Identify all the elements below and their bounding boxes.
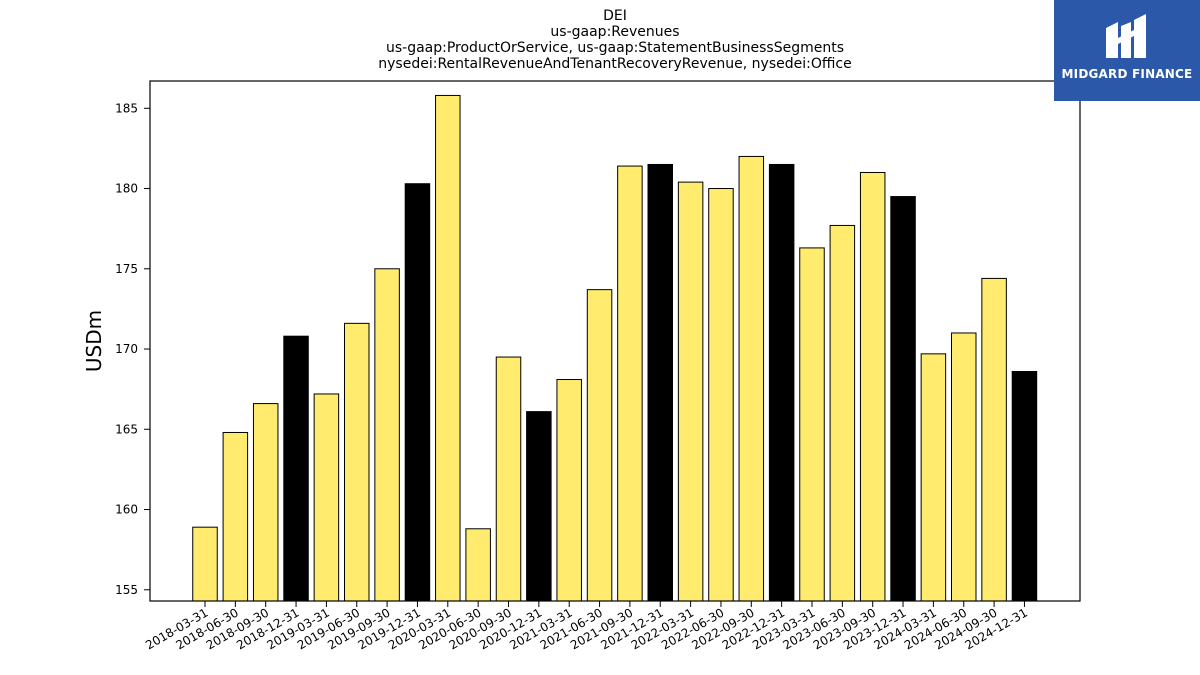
bar xyxy=(404,183,431,602)
bar xyxy=(951,332,977,602)
bar xyxy=(799,247,825,602)
y-tick-label: 180 xyxy=(115,182,138,196)
bar xyxy=(890,196,916,602)
bar xyxy=(374,268,400,602)
bar xyxy=(586,289,613,602)
bar xyxy=(859,171,886,602)
y-tick-label: 160 xyxy=(115,503,138,517)
midgard-finance-logo: MIDGARD FINANCE xyxy=(1054,0,1200,101)
y-tick-label: 185 xyxy=(115,101,138,115)
y-tick-label: 170 xyxy=(115,342,138,356)
title-line: nysedei:RentalRevenueAndTenantRecoveryRe… xyxy=(378,56,851,72)
bar xyxy=(495,356,522,602)
bar xyxy=(768,163,795,602)
plot-frame xyxy=(149,80,1081,602)
bar xyxy=(283,335,309,602)
midgard-logo-icon xyxy=(1106,14,1146,58)
bar xyxy=(556,379,582,602)
bar xyxy=(677,181,704,602)
bar xyxy=(192,526,218,602)
title-line: us-gaap:Revenues xyxy=(550,24,679,40)
bar xyxy=(435,94,461,602)
bar xyxy=(526,411,552,602)
bar xyxy=(708,188,734,602)
bar xyxy=(252,403,279,602)
bar xyxy=(344,322,370,602)
y-tick-label: 155 xyxy=(115,583,138,597)
bar xyxy=(738,155,765,602)
bar xyxy=(465,528,491,602)
bar xyxy=(920,353,947,602)
y-tick-label: 175 xyxy=(115,262,138,276)
y-axis-label: USDm xyxy=(82,310,106,372)
bar xyxy=(647,163,673,602)
bar xyxy=(313,393,340,602)
bar xyxy=(829,224,856,602)
bar xyxy=(617,165,643,602)
x-axis: 2018-03-312018-06-302018-09-302018-12-31… xyxy=(143,601,1030,652)
chart-title: DEIus-gaap:Revenuesus-gaap:ProductOrServ… xyxy=(378,8,851,72)
title-line: DEI xyxy=(603,8,627,24)
y-axis: 155 160 165 170 175 180 185 xyxy=(115,101,150,597)
bar xyxy=(222,431,249,602)
logo-text: MIDGARD FINANCE xyxy=(1061,67,1193,81)
y-tick-label: 165 xyxy=(115,422,138,436)
bar xyxy=(981,277,1007,602)
title-line: us-gaap:ProductOrService, us-gaap:Statem… xyxy=(386,40,844,56)
bars xyxy=(192,94,1038,602)
bar xyxy=(1011,370,1038,602)
